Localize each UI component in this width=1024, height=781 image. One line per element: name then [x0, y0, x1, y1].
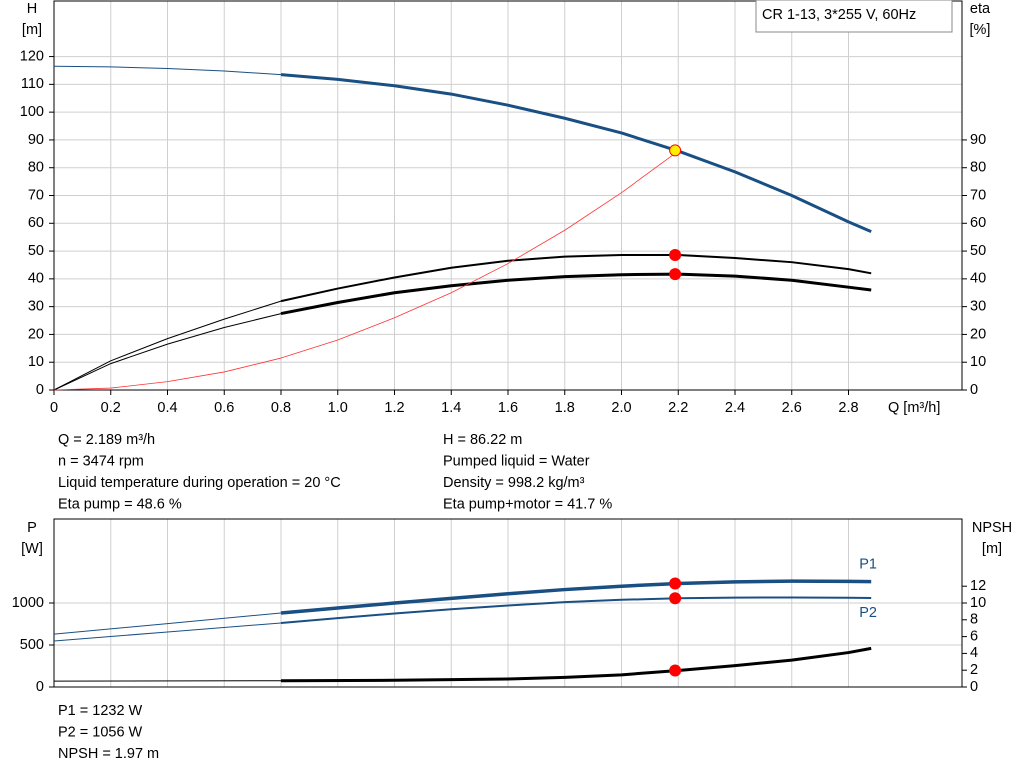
x-tick-label: 2.0	[611, 400, 631, 416]
x-axis-label: Q [m³/h]	[888, 400, 940, 416]
y-tick-label: 20	[28, 326, 44, 342]
y2-tick-label: 0	[970, 679, 978, 695]
series-line	[280, 579, 872, 615]
series-line	[280, 646, 872, 683]
x-tick-label: 2.4	[725, 400, 745, 416]
y2-tick-label: 6	[970, 628, 978, 644]
y2-axis-label: eta	[970, 1, 991, 17]
operating-point	[669, 664, 682, 677]
y2-tick-label: 50	[970, 243, 986, 259]
y-tick-label: 100	[20, 104, 44, 120]
series-line	[53, 612, 282, 635]
x-tick-label: 0.4	[157, 400, 177, 416]
x-tick-label: 2.8	[838, 400, 858, 416]
readout: Liquid temperature during operation = 20…	[58, 475, 341, 491]
operating-point	[669, 144, 682, 157]
y-tick-label: 1000	[12, 595, 44, 611]
y2-axis-label: [m]	[982, 541, 1002, 557]
x-tick-label: 1.0	[328, 400, 348, 416]
series-line	[53, 150, 679, 391]
operating-point	[669, 577, 682, 590]
series-label: P1	[859, 556, 877, 572]
readout: Q = 2.189 m³/h	[58, 432, 155, 448]
series-line	[53, 622, 282, 642]
x-tick-label: 0.6	[214, 400, 234, 416]
x-tick-label: 0	[50, 400, 58, 416]
info-box-text: CR 1-13, 3*255 V, 60Hz	[762, 7, 916, 23]
y-tick-label: 80	[28, 160, 44, 176]
series-label: P2	[859, 605, 877, 621]
y-axis-label: [W]	[21, 541, 43, 557]
x-tick-label: 2.6	[782, 400, 802, 416]
y2-tick-label: 8	[970, 612, 978, 628]
y2-tick-label: 70	[970, 187, 986, 203]
y2-tick-label: 60	[970, 215, 986, 231]
y-axis-label: [m]	[22, 22, 42, 38]
readout: n = 3474 rpm	[58, 453, 144, 469]
x-tick-label: 0.2	[101, 400, 121, 416]
y-tick-label: 60	[28, 215, 44, 231]
y-tick-label: 120	[20, 48, 44, 64]
readout: H = 86.22 m	[443, 432, 522, 448]
plot-frame	[53, 0, 963, 391]
y-tick-label: 10	[28, 354, 44, 370]
y2-tick-label: 12	[970, 578, 986, 594]
y2-tick-label: 0	[970, 382, 978, 398]
x-tick-label: 1.6	[498, 400, 518, 416]
y2-tick-label: 2	[970, 662, 978, 678]
y-tick-label: 30	[28, 298, 44, 314]
y2-tick-label: 80	[970, 160, 986, 176]
readout: Density = 998.2 kg/m³	[443, 475, 585, 491]
x-tick-label: 1.2	[384, 400, 404, 416]
y-tick-label: 70	[28, 187, 44, 203]
series-line	[280, 596, 872, 624]
x-tick-label: 0.8	[271, 400, 291, 416]
y2-tick-label: 10	[970, 354, 986, 370]
y2-tick-label: 40	[970, 271, 986, 287]
y-tick-label: 0	[36, 382, 44, 398]
y-axis-label: P	[27, 520, 37, 536]
series-line	[53, 313, 282, 391]
x-tick-label: 2.2	[668, 400, 688, 416]
series-line	[53, 65, 282, 76]
y-tick-label: 500	[20, 637, 44, 653]
series-line	[280, 272, 872, 316]
y2-tick-label: 20	[970, 326, 986, 342]
y2-tick-label: 10	[970, 595, 986, 611]
plot-frame	[53, 518, 963, 688]
y-tick-label: 110	[21, 76, 44, 92]
y-tick-label: 0	[36, 679, 44, 695]
operating-point	[669, 268, 682, 281]
operating-point	[669, 592, 682, 605]
y-tick-label: 40	[28, 271, 44, 287]
readout: Eta pump = 48.6 %	[58, 496, 182, 512]
readout: P1 = 1232 W	[58, 703, 143, 719]
series-line	[280, 73, 872, 233]
x-tick-label: 1.8	[555, 400, 575, 416]
readout: NPSH = 1.97 m	[58, 746, 159, 762]
x-tick-label: 1.4	[441, 400, 461, 416]
readout: P2 = 1056 W	[58, 724, 143, 740]
y-tick-label: 90	[28, 132, 44, 148]
operating-point	[669, 248, 682, 261]
y-axis-label: H	[27, 1, 37, 17]
series-line	[53, 300, 282, 391]
y2-tick-label: 90	[970, 132, 986, 148]
readout: Eta pump+motor = 41.7 %	[443, 496, 612, 512]
y2-axis-label: NPSH	[972, 520, 1012, 536]
readout: Pumped liquid = Water	[443, 453, 590, 469]
y2-tick-label: 30	[970, 298, 986, 314]
y-tick-label: 50	[28, 243, 44, 259]
y2-tick-label: 4	[970, 645, 978, 661]
info-box	[755, 0, 953, 33]
y2-axis-label: [%]	[970, 22, 991, 38]
series-line	[280, 253, 872, 303]
